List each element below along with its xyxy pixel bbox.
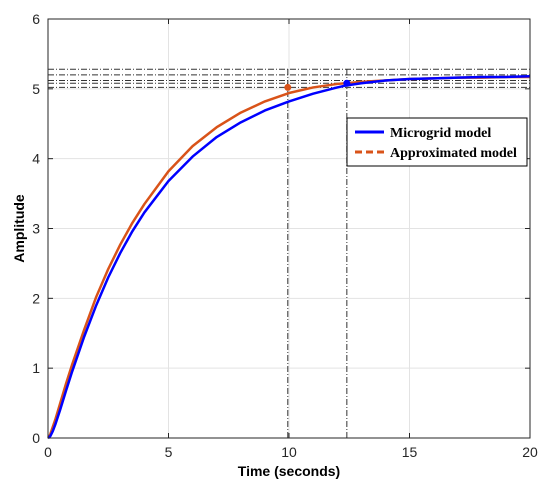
x-tick-labels: 0 5 10 15 20 xyxy=(44,444,538,460)
y-tick-label: 0 xyxy=(32,430,40,446)
series-line-microgrid xyxy=(47,75,531,440)
legend-box xyxy=(346,117,528,167)
settling-marker-microgrid xyxy=(343,79,351,87)
plot-frame xyxy=(47,18,531,439)
y-tick-label: 3 xyxy=(32,221,40,237)
series-group xyxy=(47,75,531,440)
legend-label-microgrid: Microgrid model xyxy=(390,126,491,141)
y-tick-label: 6 xyxy=(32,11,40,27)
y-tick-label: 4 xyxy=(32,151,40,167)
x-tick-label: 5 xyxy=(165,444,173,460)
x-tick-label: 0 xyxy=(44,444,52,460)
y-tick-label: 1 xyxy=(32,360,40,376)
y-tick-label: 5 xyxy=(32,81,40,97)
x-tick-label: 10 xyxy=(281,444,297,460)
y-tick-label: 2 xyxy=(32,290,40,306)
y-tick-labels: 0 1 2 3 4 5 6 xyxy=(32,11,40,446)
settling-marker-approximated xyxy=(284,83,292,91)
x-tick-label: 15 xyxy=(402,444,418,460)
legend-label-approximated: Approximated model xyxy=(390,146,517,161)
x-axis-label: Time (seconds) xyxy=(238,463,340,479)
legend: Microgrid model Approximated model xyxy=(346,117,528,167)
y-axis-label: Amplitude xyxy=(11,194,27,263)
x-tick-label: 20 xyxy=(522,444,538,460)
markers-group xyxy=(284,79,351,91)
